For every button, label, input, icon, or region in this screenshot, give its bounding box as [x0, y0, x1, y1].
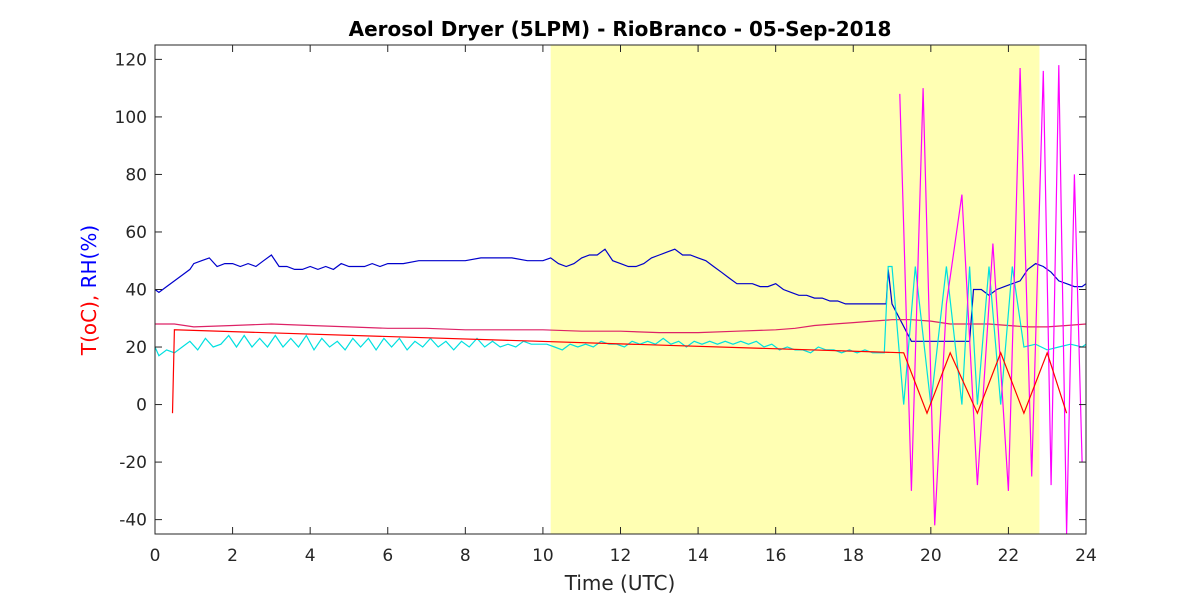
x-tick-label: 8 [460, 546, 471, 566]
y-tick-label: 80 [125, 165, 147, 185]
y-axis-title: T(oC), RH(%) [77, 225, 101, 356]
series-line-4 [171, 329, 1068, 415]
y-tick-label: 60 [125, 223, 147, 243]
y-tick-label: 120 [115, 50, 147, 70]
shaded-region [550, 45, 1040, 534]
x-tick-label: 20 [920, 546, 942, 566]
x-tick-label: 18 [842, 546, 864, 566]
x-tick-label: 14 [687, 546, 709, 566]
series-layer [154, 65, 1087, 535]
y-tick-label: 100 [115, 108, 147, 128]
x-axis-title: Time (UTC) [564, 571, 676, 595]
chart-title: Aerosol Dryer (5LPM) - RioBranco - 05-Se… [349, 17, 892, 41]
x-tick-label: 24 [1075, 546, 1097, 566]
y-tick-label: 0 [136, 396, 147, 416]
y-tick-label: -20 [119, 453, 147, 473]
x-tick-label: 0 [150, 546, 161, 566]
x-tick-label: 4 [305, 546, 316, 566]
x-tick-label: 6 [382, 546, 393, 566]
x-tick-label: 16 [765, 546, 787, 566]
series-line-3 [899, 65, 1083, 535]
x-tick-label: 22 [998, 546, 1020, 566]
series-line-1 [155, 319, 1087, 334]
y-tick-label: 20 [125, 338, 147, 358]
y-tick-label: 40 [125, 281, 147, 301]
x-tick-label: 12 [610, 546, 632, 566]
x-tick-label: 2 [227, 546, 238, 566]
y-axis-title-part-0: T(oC), [77, 295, 101, 356]
y-axis-title-part-1: RH(%) [77, 225, 101, 295]
y-tick-label: -40 [119, 511, 147, 531]
series-line-2 [154, 265, 1087, 405]
x-tick-label: 10 [532, 546, 554, 566]
series-line-0 [154, 248, 1087, 342]
y-axis: -40 -20 0 20 40 60 80 100 120 [115, 50, 1086, 531]
x-axis: 0 2 4 6 8 10 12 14 16 18 20 22 24 [150, 45, 1097, 566]
